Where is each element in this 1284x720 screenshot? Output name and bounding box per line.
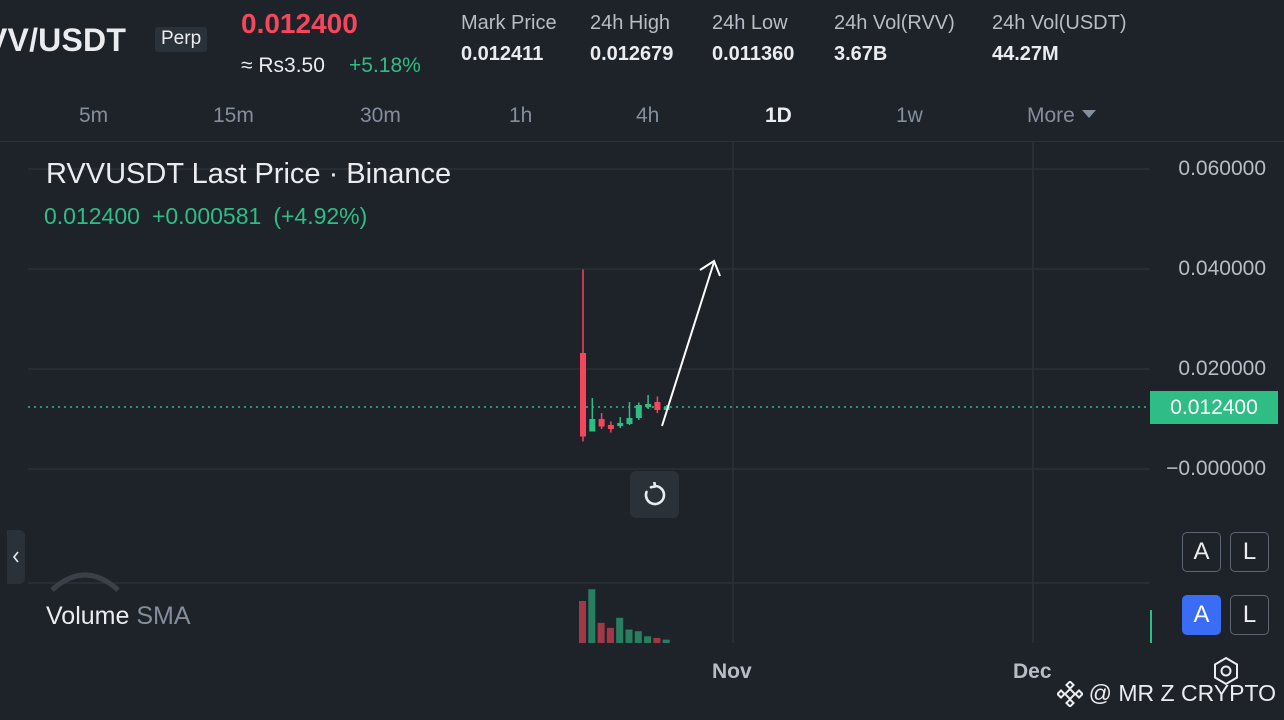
volume-bar xyxy=(634,631,642,643)
y-axis-tick: 0.020000 xyxy=(1178,357,1266,380)
candle xyxy=(654,396,661,413)
chevron-left-icon xyxy=(12,551,19,563)
legend-price: 0.012400 xyxy=(44,203,140,229)
volume-bar xyxy=(662,639,670,643)
reset-icon xyxy=(644,481,665,505)
tab-15m[interactable]: 15m xyxy=(213,104,254,127)
stat-value: 0.012679 xyxy=(590,43,674,65)
price-change-percent: +5.18% xyxy=(349,54,421,77)
candle xyxy=(589,398,596,432)
volume-legend-name: Volume xyxy=(46,602,130,630)
x-axis-tick: Dec xyxy=(1013,660,1052,683)
symbol-name[interactable]: VV/USDT xyxy=(0,22,127,58)
volume-bar xyxy=(644,636,652,643)
candle xyxy=(598,413,605,429)
volume-bar xyxy=(597,622,605,643)
watermark: @ MR Z CRYPTO xyxy=(1056,680,1276,707)
stat-value: 0.011360 xyxy=(712,43,795,65)
divider xyxy=(0,141,1284,142)
last-price: 0.012400 xyxy=(241,8,358,39)
contract-type-badge: Perp xyxy=(155,27,208,52)
more-label: More xyxy=(1027,104,1075,127)
tab-more[interactable]: More xyxy=(1027,104,1096,128)
volume-bar xyxy=(616,617,624,643)
stat-label: Mark Price xyxy=(461,12,557,34)
current-price-tag: 0.012400 xyxy=(1150,391,1278,424)
chart-settings-button[interactable] xyxy=(1211,656,1241,691)
timeframe-bar: 5m 15m 30m 1h 4h 1D 1w More xyxy=(0,92,1284,140)
candle xyxy=(645,395,652,409)
candle xyxy=(607,421,614,433)
volume-auto-scale-button[interactable]: A xyxy=(1182,595,1221,635)
candle xyxy=(626,402,633,425)
settings-icon xyxy=(1214,656,1238,686)
sidebar-toggle-button[interactable] xyxy=(7,530,25,584)
volume-legend-indicator: SMA xyxy=(136,602,191,630)
binance-logo-icon xyxy=(1056,680,1083,707)
chart-legend-values: 0.012400 +0.000581 (+4.92%) xyxy=(44,203,379,230)
stat-label: 24h Vol(USDT) xyxy=(992,12,1127,34)
stat-label: 24h High xyxy=(590,12,671,34)
volume-bar xyxy=(625,629,633,643)
volume-log-scale-button[interactable]: L xyxy=(1230,595,1269,635)
x-axis-tick: Nov xyxy=(712,660,752,683)
stat-value: 3.67B xyxy=(834,43,888,65)
auto-scale-button[interactable]: A xyxy=(1182,532,1221,572)
faded-logo-icon xyxy=(50,572,120,592)
tab-5m[interactable]: 5m xyxy=(79,104,109,127)
stat-24h-vol-quote: 24h Vol(USDT) 44.27M xyxy=(992,12,1127,66)
tab-1d[interactable]: 1D xyxy=(765,104,792,127)
stat-24h-vol-base: 24h Vol(RVV) 3.67B xyxy=(834,12,955,66)
stat-mark-price: Mark Price 0.012411 xyxy=(461,12,557,66)
volume-bar xyxy=(588,589,596,643)
volume-bar xyxy=(606,627,614,643)
stat-label: 24h Low xyxy=(712,12,788,34)
y-axis-tick: 0.060000 xyxy=(1178,157,1266,180)
y-axis-tick: −0.000000 xyxy=(1166,457,1266,480)
stat-value: 0.012411 xyxy=(461,43,544,65)
candle xyxy=(635,402,642,420)
tab-30m[interactable]: 30m xyxy=(360,104,401,127)
arrow-annotation-icon[interactable] xyxy=(661,259,721,427)
y-axis-tick: 0.040000 xyxy=(1178,257,1266,280)
candle xyxy=(580,269,586,442)
ticker-header: VV/USDT Perp 0.012400 ≈ Rs3.50 +5.18% Ma… xyxy=(0,0,1284,88)
volume-bars-layer xyxy=(579,589,670,643)
local-currency-price: ≈ Rs3.50 xyxy=(241,54,325,77)
volume-legend: Volume SMA xyxy=(46,602,191,631)
log-scale-button[interactable]: L xyxy=(1230,532,1269,572)
volume-bar xyxy=(579,601,586,643)
tab-1h[interactable]: 1h xyxy=(509,104,533,127)
stat-24h-high: 24h High 0.012679 xyxy=(590,12,673,66)
reset-chart-button[interactable] xyxy=(630,471,679,518)
candles-layer xyxy=(580,269,670,442)
watermark-text: @ MR Z CRYPTO xyxy=(1088,680,1276,706)
volume-bar xyxy=(653,637,661,643)
candle xyxy=(617,417,624,428)
chart-legend-title: RVVUSDT Last Price · Binance xyxy=(46,158,452,190)
legend-change-pct: (+4.92%) xyxy=(273,203,368,229)
stat-label: 24h Vol(RVV) xyxy=(834,12,955,34)
legend-change: +0.000581 xyxy=(151,203,262,229)
tab-4h[interactable]: 4h xyxy=(636,104,660,127)
stat-value: 44.27M xyxy=(992,43,1059,65)
tab-1w[interactable]: 1w xyxy=(896,104,923,127)
stat-24h-low: 24h Low 0.011360 xyxy=(712,12,794,66)
caret-down-icon xyxy=(1081,110,1096,119)
